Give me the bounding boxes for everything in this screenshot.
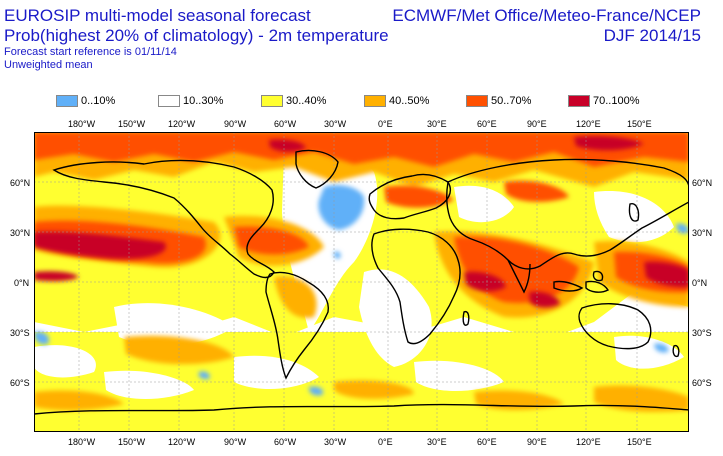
legend-item-0-10: 0..10%	[56, 94, 115, 108]
legend-label: 40..50%	[389, 95, 430, 107]
lon-label-bottom: 90°W	[224, 437, 247, 447]
legend-item-40-50: 40..50%	[364, 94, 429, 108]
lon-label-top: 30°W	[324, 119, 347, 129]
lon-label-bottom: 150°E	[627, 437, 652, 447]
lon-label-top: 60°W	[274, 119, 297, 129]
lon-label-top: 180°W	[68, 119, 96, 129]
forecast-reference: Forecast start reference is 01/11/14	[4, 46, 177, 58]
lat-label-left: 0°N	[14, 278, 30, 288]
probability-shading	[34, 132, 689, 432]
lat-label-left: 30°N	[10, 228, 31, 238]
legend-item-30-40: 30..40%	[261, 94, 326, 108]
lon-label-top: 120°W	[168, 119, 196, 129]
lat-label-right: 60°S	[692, 378, 712, 388]
legend-label: 70..100%	[593, 95, 640, 107]
legend-label: 10..30%	[183, 95, 224, 107]
graticule	[34, 132, 689, 432]
legend: 0..10% 10..30% 30..40% 40..50% 50..70% 7…	[56, 94, 656, 110]
lon-label-top: 120°E	[576, 119, 601, 129]
legend-swatch	[466, 95, 488, 107]
lon-label-bottom: 60°E	[477, 437, 497, 447]
lon-label-bottom: 90°E	[527, 437, 547, 447]
lat-label-right: 0°N	[692, 278, 708, 288]
lat-label-right: 60°N	[692, 178, 713, 188]
lon-label-top: 90°W	[224, 119, 247, 129]
map-subtitle: Prob(highest 20% of climatology) - 2m te…	[4, 26, 389, 45]
lon-label-bottom: 180°W	[68, 437, 96, 447]
legend-label: 0..10%	[81, 95, 116, 107]
lon-label-bottom: 30°E	[427, 437, 447, 447]
lon-label-bottom: 30°W	[324, 437, 347, 447]
title-block: EUROSIP multi-model seasonal forecast Pr…	[4, 6, 389, 72]
legend-swatch	[261, 95, 283, 107]
lat-label-right: 30°N	[692, 228, 713, 238]
lat-label-left: 60°N	[10, 178, 31, 188]
lon-label-bottom: 120°E	[576, 437, 601, 447]
lon-label-top: 150°E	[627, 119, 652, 129]
lat-label-left: 60°S	[10, 378, 30, 388]
lon-label-bottom: 150°W	[118, 437, 146, 447]
legend-label: 30..40%	[286, 95, 327, 107]
legend-swatch	[364, 95, 386, 107]
legend-swatch	[568, 95, 590, 107]
lat-label-right: 30°S	[692, 328, 712, 338]
lon-label-bottom: 120°W	[168, 437, 196, 447]
legend-swatch	[158, 95, 180, 107]
map-title: EUROSIP multi-model seasonal forecast	[4, 6, 311, 25]
lon-label-top: 30°E	[427, 119, 447, 129]
legend-item-70-100: 70..100%	[568, 94, 639, 108]
legend-swatch	[56, 95, 78, 107]
mean-type: Unweighted mean	[4, 59, 93, 71]
legend-label: 50..70%	[491, 95, 532, 107]
lon-label-bottom: 60°W	[274, 437, 297, 447]
legend-item-50-70: 50..70%	[466, 94, 531, 108]
forecast-map	[34, 132, 689, 432]
lon-label-top: 150°W	[118, 119, 146, 129]
lon-label-top: 0°E	[378, 119, 393, 129]
map-frame	[34, 132, 689, 432]
coastlines	[34, 149, 689, 415]
legend-item-10-30: 10..30%	[158, 94, 223, 108]
lon-label-top: 90°E	[527, 119, 547, 129]
centres-label: ECMWF/Met Office/Meteo-France/NCEP	[392, 6, 701, 25]
season-label: DJF 2014/15	[603, 26, 701, 45]
lon-label-top: 60°E	[477, 119, 497, 129]
lon-label-bottom: 0°E	[378, 437, 393, 447]
title-right-block: ECMWF/Met Office/Meteo-France/NCEP DJF 2…	[392, 6, 701, 46]
lat-label-left: 30°S	[10, 328, 30, 338]
